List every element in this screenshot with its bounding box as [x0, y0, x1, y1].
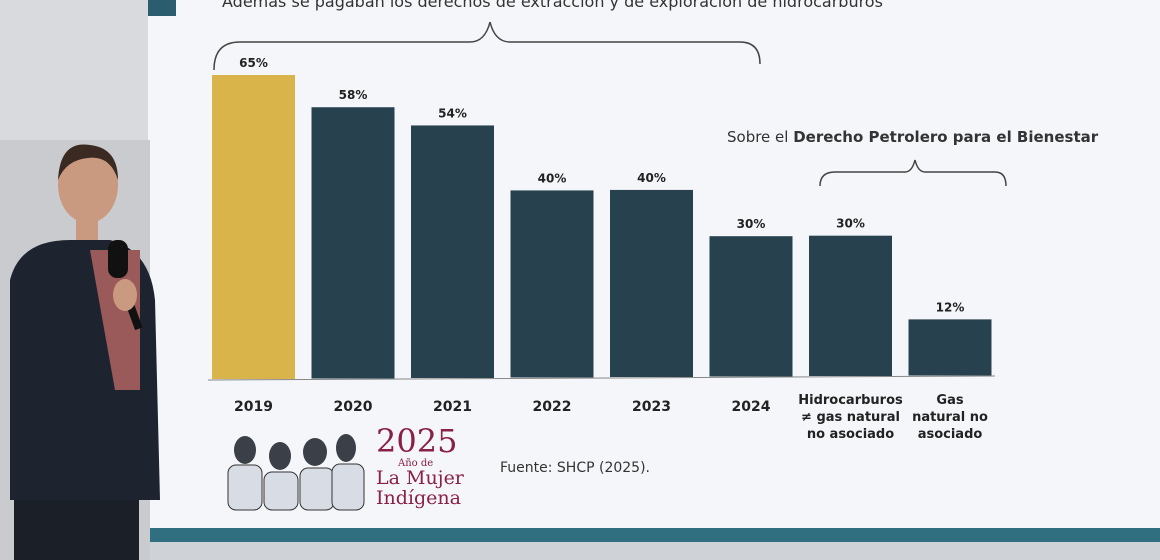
- category-label: Hidrocarburos ≠ gas natural no asociado: [798, 393, 903, 442]
- bar-4: [610, 189, 693, 377]
- category-label: Gas natural no asociado: [912, 393, 988, 442]
- data-label: 30%: [836, 217, 865, 231]
- bar-6: [809, 235, 892, 376]
- data-label: 65%: [239, 56, 268, 70]
- right-brace-annotation: Sobre el Derecho Petrolero para el Biene…: [727, 128, 1098, 146]
- data-label: 40%: [637, 171, 666, 185]
- bar-7: [908, 319, 992, 376]
- data-label: 40%: [538, 171, 567, 185]
- top-brace-annotation: Además se pagaban los derechos de extrac…: [222, 0, 883, 11]
- category-label: 2021: [433, 399, 472, 415]
- source-note: Fuente: SHCP (2025).: [500, 460, 651, 476]
- slide-accent-bar: [148, 0, 176, 16]
- bar-5: [709, 236, 793, 377]
- bar-0: [212, 75, 295, 379]
- logo-line1: Año de: [398, 458, 434, 469]
- bar-1: [311, 107, 395, 379]
- data-label: 58%: [339, 88, 368, 102]
- annotation-bold: Derecho Petrolero para el Bienestar: [793, 128, 1099, 146]
- category-label: 2020: [334, 399, 373, 415]
- top-brace: [213, 21, 761, 71]
- bar-2: [411, 125, 494, 378]
- right-brace: [819, 159, 1007, 187]
- logo-text: La Mujer Indígena: [376, 468, 464, 508]
- presenter: [0, 140, 160, 560]
- category-label: 2024: [732, 399, 771, 415]
- category-label: 2022: [533, 399, 572, 415]
- category-label: 2019: [234, 399, 273, 415]
- data-label: 30%: [737, 217, 766, 231]
- bar-3: [510, 190, 594, 378]
- stage-floor: [0, 542, 1160, 560]
- baseline: [207, 375, 996, 381]
- logo-line3: Indígena: [376, 487, 461, 509]
- logo-line2: La Mujer: [376, 467, 464, 489]
- data-label: 12%: [936, 300, 965, 314]
- anio-mujer-indigena-logo: 2025 Año de La Mujer Indígena: [220, 420, 465, 512]
- indigenous-women-illustration: [227, 434, 365, 511]
- data-label: 54%: [438, 106, 467, 120]
- logo-year: 2025: [376, 422, 458, 460]
- category-label: 2023: [632, 399, 671, 415]
- annotation-prefix: Sobre el: [727, 128, 794, 146]
- slide-footer-bar: [148, 528, 1160, 542]
